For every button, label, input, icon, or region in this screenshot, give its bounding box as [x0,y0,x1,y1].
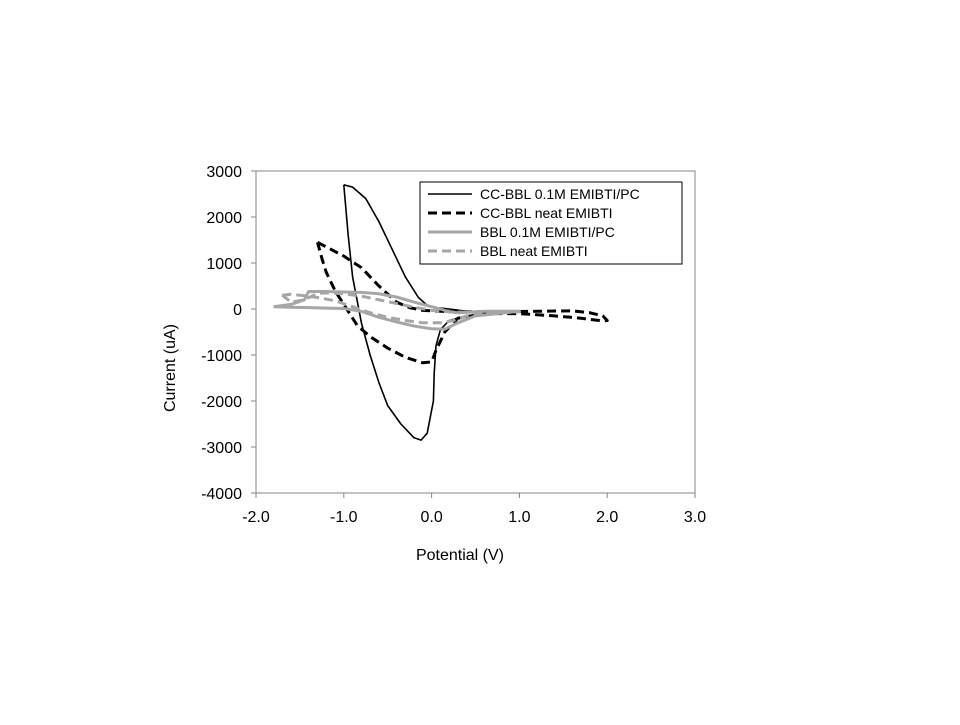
y-tick-label: -3000 [201,440,242,457]
legend-label: CC-BBL neat EMIBTI [480,205,613,221]
x-tick-label: 2.0 [596,509,618,526]
y-tick-label: 0 [233,302,242,319]
legend-label: CC-BBL 0.1M EMIBTI/PC [480,186,640,202]
x-tick-label: 1.0 [508,509,530,526]
y-tick-label: 3000 [206,164,242,181]
x-axis-title: Potential (V) [416,547,504,564]
x-tick-label: 3.0 [684,509,706,526]
plot-area-border [255,170,696,494]
y-tick-label: 1000 [206,256,242,273]
y-axis-title: Current (uA) [162,324,179,412]
y-tick-label: -4000 [201,486,242,503]
axes-layer: 3000 2000 1000 0 -1000 -2000 -3000 -4000-2.0 -1.… [201,164,706,526]
x-tick-label: -2.0 [242,509,270,526]
y-tick-label: 2000 [206,210,242,227]
series-layer [273,184,609,441]
legend: CC-BBL 0.1M EMIBTI/PC CC-BBL neat EMIBTI B… [419,181,683,265]
legend-label: BBL 0.1M EMIBTI/PC [480,224,615,240]
y-tick-label: -1000 [201,348,242,365]
legend-box [419,181,683,265]
legend-label: BBL neat EMIBTI [480,243,588,259]
series-line-2 [316,240,609,365]
x-tick-label: -1.0 [330,509,358,526]
plot-frame [255,170,696,494]
y-tick-label: -2000 [201,394,242,411]
x-tick-label: 0.0 [420,509,442,526]
series-line-4 [281,291,521,325]
